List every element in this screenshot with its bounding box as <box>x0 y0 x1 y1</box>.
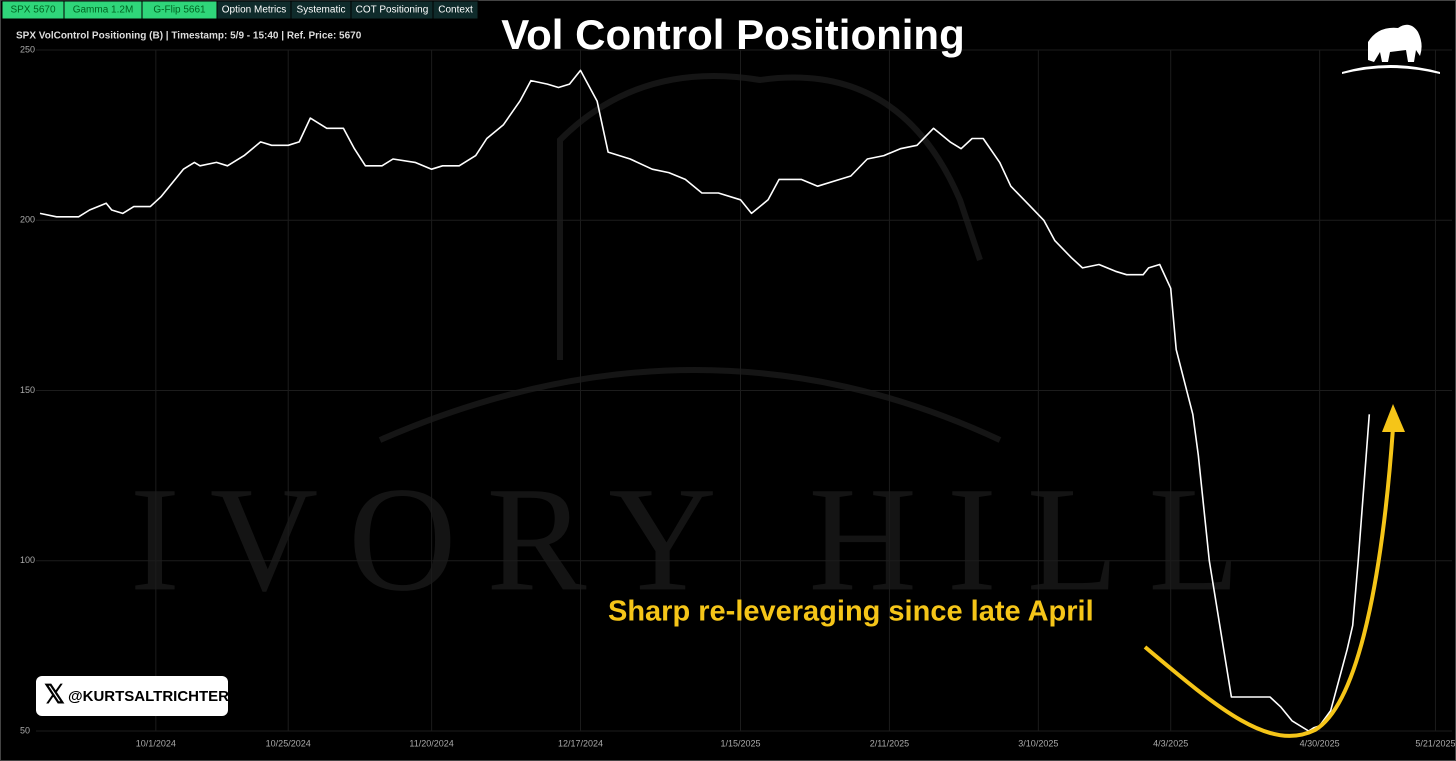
y-tick-label: 150 <box>20 385 35 395</box>
tab-label[interactable]: Gamma 1.2M <box>73 5 134 16</box>
x-tick-label: 4/3/2025 <box>1153 738 1188 748</box>
x-tick-label: 2/11/2025 <box>870 738 909 748</box>
annotation-arrow <box>1143 404 1405 738</box>
handle-badge: 𝕏 @KURTSALTRICHTER <box>36 676 229 716</box>
x-tick-label: 5/21/2025 <box>1415 738 1455 748</box>
chart-title: Vol Control Positioning <box>501 11 965 58</box>
tab-label[interactable]: G-Flip 5661 <box>153 5 206 16</box>
tab[interactable] <box>432 0 479 20</box>
x-tick-label: 10/1/2024 <box>136 738 176 748</box>
x-tick-label: 4/30/2025 <box>1300 738 1340 748</box>
tab-label[interactable]: Systematic <box>297 5 346 16</box>
annotation: Sharp re-leveraging since late April <box>608 596 1094 628</box>
tab-label[interactable]: SPX 5670 <box>10 5 55 16</box>
x-tick-label: 12/17/2024 <box>558 738 603 748</box>
tab-label[interactable]: COT Positioning <box>356 5 429 16</box>
y-tick-label: 50 <box>20 725 30 735</box>
y-tick-label: 200 <box>20 215 35 225</box>
x-logo: 𝕏 <box>44 679 65 709</box>
data-line <box>39 69 1371 732</box>
handle: @KURTSALTRICHTER <box>68 688 229 705</box>
tab-label[interactable]: Option Metrics <box>222 5 286 16</box>
x-tick-label: 11/20/2024 <box>409 738 453 748</box>
y-tick-label: 100 <box>20 555 35 565</box>
grid <box>36 49 1452 732</box>
watermark: IVORY HILL <box>130 456 1270 622</box>
tab-bar: SPX 5670 Gamma 1.2M G-Flip 5661 Option Metr… <box>1 0 479 20</box>
chart-subtitle: SPX VolControl Positioning (B) | Timesta… <box>16 31 362 42</box>
x-tick-label: 1/15/2025 <box>720 738 760 748</box>
x-tick-label: 3/10/2025 <box>1018 738 1058 748</box>
y-tick-label: 250 <box>20 44 35 54</box>
watermark-logo <box>378 73 1002 443</box>
tab-label[interactable]: Context <box>438 5 473 16</box>
x-tick-label: 10/25/2024 <box>266 738 311 748</box>
logo <box>1342 24 1440 74</box>
